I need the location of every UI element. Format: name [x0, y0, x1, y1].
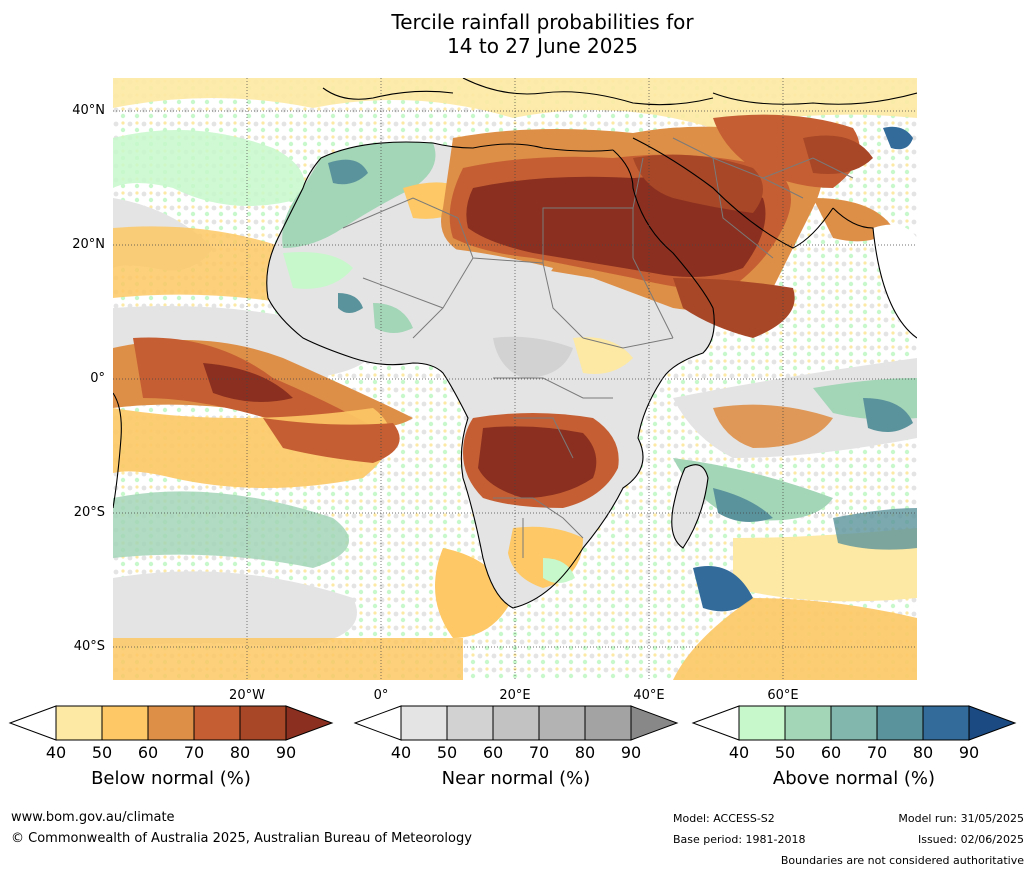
below-tick-80: 80: [229, 743, 251, 762]
colorbar-swatch: [55, 705, 103, 741]
rainfall-probability-map: [113, 78, 917, 680]
colorbar-swatch: [876, 705, 924, 741]
near-tick-70: 70: [528, 743, 550, 762]
colorbar-min-extension: [691, 705, 740, 741]
colorbar-max-extension: [630, 705, 679, 741]
below-normal-title: Below normal (%): [91, 768, 251, 789]
above-tick-80: 80: [912, 743, 934, 762]
above-tick-60: 60: [820, 743, 842, 762]
near-tick-80: 80: [574, 743, 596, 762]
colorbar-max-extension: [968, 705, 1017, 741]
map-title: Tercile rainfall probabilities for 14 to…: [0, 10, 1035, 58]
above-tick-70: 70: [866, 743, 888, 762]
above-normal-title: Above normal (%): [772, 768, 936, 789]
title-line-2: 14 to 27 June 2025: [447, 34, 638, 58]
near-tick-40: 40: [390, 743, 412, 762]
below-tick-50: 50: [91, 743, 113, 762]
lon-label-20e: 20°E: [499, 688, 531, 703]
colorbar-near-normal-swatches: [353, 705, 679, 741]
lat-label-0: 0°: [90, 371, 105, 386]
colorbar-above-normal-swatches: [691, 705, 1017, 741]
near-normal-title: Near normal (%): [441, 768, 591, 789]
colorbar-above-normal: [691, 705, 1017, 741]
footer-model: Model: ACCESS-S2: [673, 812, 775, 825]
colorbar-swatch: [830, 705, 878, 741]
footer-issued: Issued: 02/06/2025: [917, 833, 1024, 846]
title-line-1: Tercile rainfall probabilities for: [391, 10, 694, 34]
colorbar-swatch: [193, 705, 241, 741]
lon-label-40e: 40°E: [633, 688, 665, 703]
lat-label-40n: 40°N: [72, 103, 105, 118]
near-tick-50: 50: [436, 743, 458, 762]
colorbar-swatch: [446, 705, 494, 741]
colorbar-swatch: [147, 705, 195, 741]
near-tick-60: 60: [482, 743, 504, 762]
below-tick-70: 70: [183, 743, 205, 762]
below-tick-60: 60: [137, 743, 159, 762]
above-tick-50: 50: [774, 743, 796, 762]
colorbar-min-extension: [353, 705, 402, 741]
below-tick-90: 90: [275, 743, 297, 762]
colorbar-swatch: [492, 705, 540, 741]
lat-label-40s: 40°S: [73, 639, 105, 654]
colorbar-min-extension: [8, 705, 57, 741]
above-tick-90: 90: [958, 743, 980, 762]
lon-label-20w: 20°W: [229, 688, 265, 703]
footer-url: www.bom.gov.au/climate: [11, 810, 175, 825]
colorbar-below-normal: [8, 705, 334, 741]
near-tick-90: 90: [620, 743, 642, 762]
footer-model-run: Model run: 31/05/2025: [898, 812, 1024, 825]
footer-base-period: Base period: 1981-2018: [673, 833, 806, 846]
footer-disclaimer: Boundaries are not considered authoritat…: [780, 854, 1024, 867]
above-tick-40: 40: [728, 743, 750, 762]
colorbar-swatch: [538, 705, 586, 741]
colorbar-max-extension: [285, 705, 334, 741]
below-tick-40: 40: [45, 743, 67, 762]
colorbar-swatch: [922, 705, 970, 741]
colorbar-swatch: [239, 705, 287, 741]
colorbar-swatch: [101, 705, 149, 741]
lat-label-20n: 20°N: [72, 237, 105, 252]
lat-label-20s: 20°S: [73, 505, 105, 520]
colorbar-swatch: [738, 705, 786, 741]
colorbar-swatch: [584, 705, 632, 741]
footer-copyright: © Commonwealth of Australia 2025, Austra…: [11, 831, 472, 846]
lon-label-60e: 60°E: [767, 688, 799, 703]
colorbar-swatch: [400, 705, 448, 741]
colorbar-near-normal: [353, 705, 679, 741]
colorbar-below-normal-swatches: [8, 705, 334, 741]
lon-label-0: 0°: [373, 688, 389, 703]
colorbar-swatch: [784, 705, 832, 741]
